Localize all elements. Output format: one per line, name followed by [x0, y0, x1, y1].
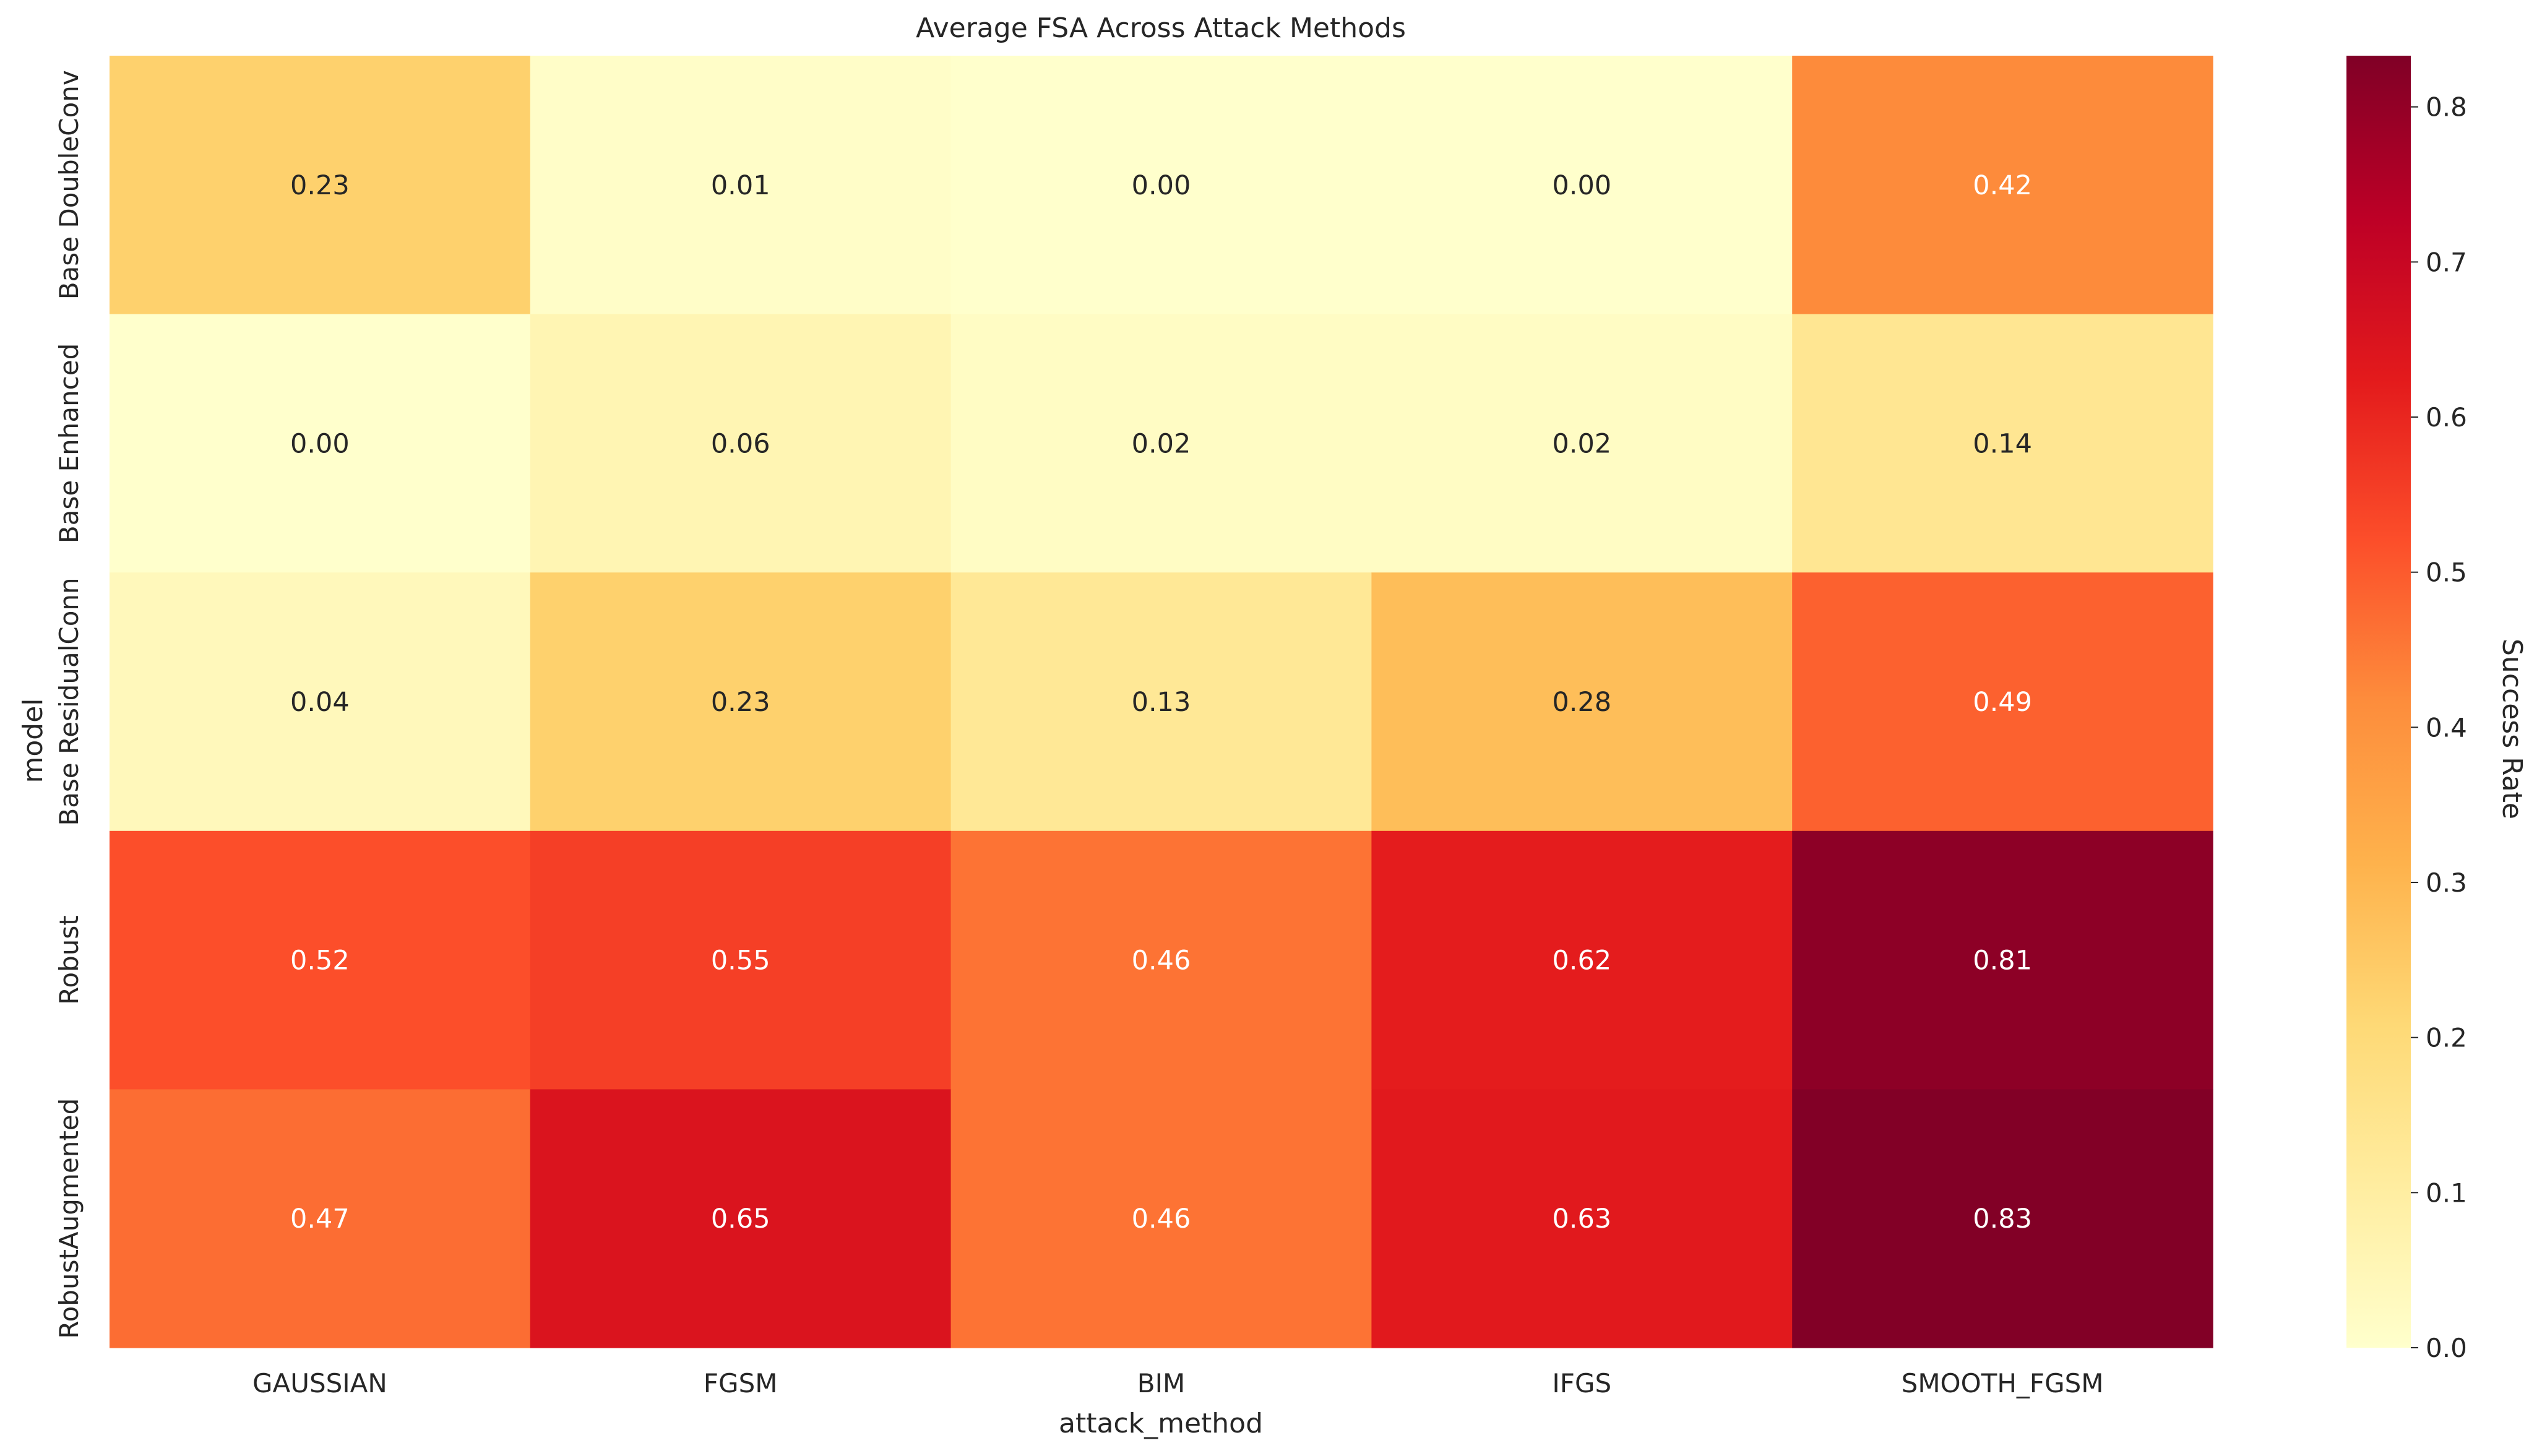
- y-tick-label: Base Enhanced: [54, 343, 84, 543]
- x-tick-label: GAUSSIAN: [252, 1368, 387, 1398]
- y-axis-ticks: Base DoubleConv Base Enhanced Base Residua…: [54, 70, 84, 1338]
- colorbar-gradient: [2346, 56, 2411, 1348]
- colorbar-label: Success Rate: [2496, 639, 2528, 819]
- x-tick-label: IFGS: [1552, 1368, 1611, 1398]
- cell-value-label: 0.63: [1552, 1204, 1611, 1234]
- cell-value-label: 0.01: [711, 170, 770, 201]
- heatmap-cell: [530, 1089, 952, 1348]
- cell-value-label: 0.02: [1552, 428, 1611, 459]
- colorbar-tick-label: 0.4: [2426, 712, 2467, 743]
- heatmap-cell: [1371, 1089, 1793, 1348]
- cell-value-label: 0.42: [1973, 170, 2032, 201]
- heatmap-cell: [530, 314, 952, 573]
- cell-value-label: 0.14: [1973, 428, 2032, 459]
- colorbar-tick-label: 0.5: [2426, 558, 2467, 588]
- x-axis-label: attack_method: [1059, 1408, 1263, 1439]
- colorbar-tick-label: 0.0: [2426, 1333, 2467, 1363]
- heatmap-cell: [950, 830, 1372, 1090]
- heatmap-cell: [1792, 56, 2213, 315]
- heatmap-cell: [950, 56, 1372, 315]
- heatmap-cell: [530, 830, 952, 1090]
- chart-title: Average FSA Across Attack Methods: [916, 12, 1406, 44]
- heatmap-cell: [110, 56, 531, 315]
- heatmap-cell: [110, 314, 531, 573]
- cell-value-label: 0.13: [1132, 687, 1191, 718]
- y-axis-label: model: [17, 698, 49, 783]
- heatmap-cell: [1371, 314, 1793, 573]
- heatmap-cell: [530, 572, 952, 832]
- x-axis-ticks: GAUSSIAN FGSM BIM IFGS SMOOTH_FGSM: [252, 1368, 2104, 1398]
- cell-value-label: 0.06: [711, 428, 770, 459]
- heatmap-cell: [110, 830, 531, 1090]
- colorbar-tick-label: 0.3: [2426, 868, 2467, 898]
- colorbar-tick-label: 0.7: [2426, 247, 2467, 277]
- cell-value-label: 0.00: [290, 428, 350, 459]
- colorbar-tick-label: 0.8: [2426, 92, 2467, 123]
- colorbar-tick-label: 0.6: [2426, 402, 2467, 433]
- heatmap-cell: [1371, 572, 1793, 832]
- colorbar-tick-label: 0.1: [2426, 1178, 2467, 1208]
- cell-value-label: 0.02: [1132, 428, 1191, 459]
- heatmap-cell: [1792, 1089, 2213, 1348]
- y-tick-label: Robust: [54, 915, 84, 1005]
- colorbar: 0.0 0.1 0.2 0.3 0.4 0.5 0.6 0.7 0.8: [2346, 56, 2467, 1363]
- heatmap-cell: [1792, 314, 2213, 573]
- cell-value-label: 0.04: [290, 687, 350, 718]
- cell-value-label: 0.00: [1132, 170, 1191, 201]
- heatmap-cell: [950, 1089, 1372, 1348]
- cell-value-label: 0.46: [1132, 946, 1191, 976]
- heatmap-cells: 0.23 0.01 0.00 0.00 0.42 0.00 0.06 0.02 0.02 0.14…: [110, 56, 2213, 1348]
- heatmap-cell: [1792, 830, 2213, 1090]
- cell-value-label: 0.00: [1552, 170, 1611, 201]
- cell-value-label: 0.55: [711, 946, 770, 976]
- cell-value-label: 0.62: [1552, 946, 1611, 976]
- cell-value-label: 0.47: [290, 1204, 350, 1234]
- heatmap-cell: [110, 572, 531, 832]
- cell-value-label: 0.49: [1973, 687, 2032, 718]
- y-tick-label: Base DoubleConv: [54, 70, 84, 299]
- cell-value-label: 0.28: [1552, 687, 1611, 718]
- heatmap-cell: [950, 572, 1372, 832]
- cell-value-label: 0.83: [1973, 1204, 2032, 1234]
- cell-value-label: 0.23: [290, 170, 350, 201]
- cell-value-label: 0.52: [290, 946, 350, 976]
- y-tick-label: RobustAugmented: [54, 1098, 84, 1339]
- cell-value-label: 0.46: [1132, 1204, 1191, 1234]
- heatmap-cell: [1371, 830, 1793, 1090]
- cell-value-label: 0.23: [711, 687, 770, 718]
- x-tick-label: BIM: [1137, 1368, 1185, 1398]
- cell-value-label: 0.65: [711, 1204, 770, 1234]
- y-tick-label: Base ResidualConn: [54, 577, 84, 825]
- heatmap-cell: [110, 1089, 531, 1348]
- heatmap-cell: [1792, 572, 2213, 832]
- x-tick-label: FGSM: [704, 1368, 778, 1398]
- heatmap-cell: [530, 56, 952, 315]
- x-tick-label: SMOOTH_FGSM: [1902, 1368, 2104, 1398]
- colorbar-tick-label: 0.2: [2426, 1023, 2467, 1053]
- cell-value-label: 0.81: [1973, 946, 2032, 976]
- heatmap-cell: [1371, 56, 1793, 315]
- heatmap-cell: [950, 314, 1372, 573]
